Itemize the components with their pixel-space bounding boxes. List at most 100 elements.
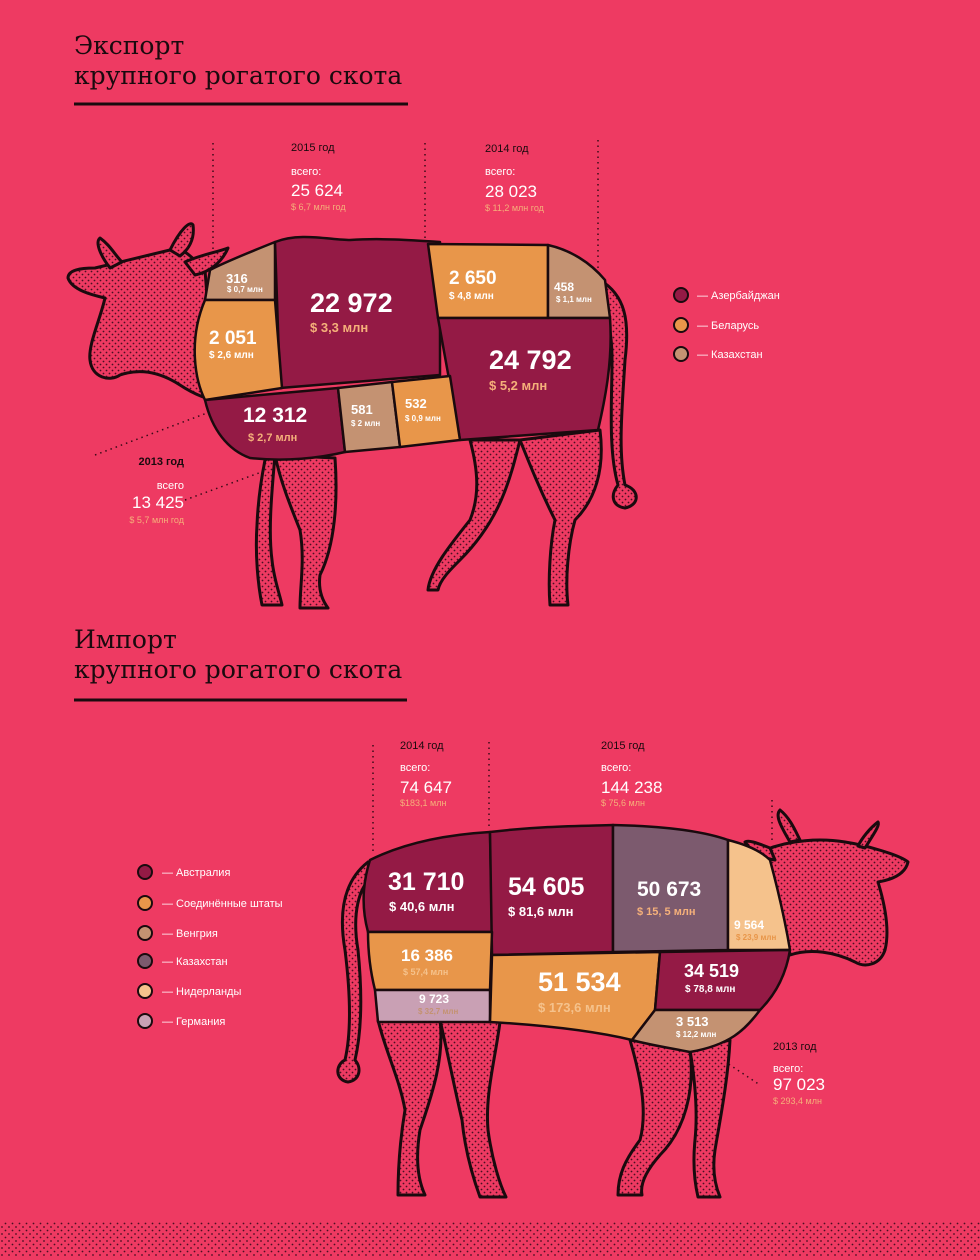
cell-value: 12 312 [243,404,307,427]
total-label: всего: [485,166,515,178]
cell-hungary-3513 [630,1008,762,1054]
legend-item-netherlands: — Нидерланды [137,983,241,999]
cell-value: 16 386 [401,946,453,965]
cell-money: $ 81,6 млн [508,904,573,919]
export-legend: — Азербайджан — Беларусь — Казахстан [673,287,780,362]
legend-swatch [673,346,689,362]
total-money: $ 5,7 млн год [129,515,184,525]
cell-money: $ 3,3 млн [310,320,368,335]
cell-value: 3 513 [676,1014,709,1029]
cell-value: 22 972 [310,288,393,318]
total-money: $ 293,4 млн [773,1096,822,1106]
total-label: всего: [773,1063,803,1075]
import-cell-labels: 31 710 $ 40,6 млн 54 605 $ 81,6 млн 50 6… [388,868,776,1039]
export-2014-summary: 2014 год всего: 28 023 $ 11,2 млн год [485,143,545,213]
legend-item-usa: — Соединённые штаты [137,895,283,911]
legend-label: — Германия [162,1016,225,1028]
cell-money: $ 40,6 млн [389,899,454,914]
export-2015-summary: 2015 год всего: 25 624 $ 6,7 млн год [291,142,346,212]
horn [168,222,195,258]
front-leg [273,453,338,610]
ear [183,246,230,277]
legend-swatch [137,953,153,969]
cell-money: $ 23,9 млн [736,933,776,942]
legend-swatch [137,895,153,911]
import-2015-summary: 2015 год всего: 144 238 $ 75,6 млн [601,740,662,808]
cell-money: $ 0,7 млн [227,285,263,294]
cell-kazakhstan-581 [336,380,402,454]
cell-belarus-2051 [193,298,284,402]
legend-label: — Соединённые штаты [162,898,283,910]
back-leg [426,438,522,592]
cell-money: $ 12,2 млн [676,1030,716,1039]
cell-value: 31 710 [388,868,464,896]
cell-money: $ 2 млн [351,419,380,428]
cell-value: 9 723 [419,992,449,1006]
legend-swatch [673,287,689,303]
total-value: 25 624 [291,181,343,200]
year-label: 2014 год [485,143,529,155]
cell-value: 24 792 [489,345,572,375]
export-title-line2: крупного рогатого скота [74,61,402,90]
tail [593,278,638,510]
legend-swatch [137,1013,153,1029]
cell-money: $ 4,8 млн [449,291,494,302]
cell-money: $ 32,7 млн [418,1007,458,1016]
legend-label: — Казахстан [697,349,763,361]
export-title-line1: Экспорт [74,31,184,60]
back-leg [376,1018,443,1197]
total-money: $ 11,2 млн год [485,203,545,213]
year-label: 2014 год [400,740,444,752]
import-title-line2: крупного рогатого скота [74,655,402,684]
cell-azerbaijan-22972 [273,235,442,390]
cell-value: 2 650 [449,268,497,289]
back-leg [438,1018,508,1199]
total-value: 144 238 [601,778,662,797]
back-leg [518,428,603,607]
total-value: 13 425 [132,493,184,512]
horn [856,820,880,850]
import-2013-summary: 2013 год всего: 97 023 $ 293,4 млн [773,1041,825,1106]
legend-label: — Венгрия [162,928,218,940]
total-money: $ 6,7 млн год [291,202,346,212]
legend-swatch [137,864,153,880]
import-cow [336,808,910,1199]
total-label: всего: [400,762,430,774]
guide-line [714,1054,761,1086]
legend-label: — Нидерланды [162,986,241,998]
total-value: 28 023 [485,182,537,201]
front-leg [688,1038,732,1199]
cell-value: 34 519 [684,961,739,981]
export-cells [193,235,612,461]
legend-label: — Казахстан [162,956,228,968]
year-label: 2015 год [291,142,335,154]
year-label: 2015 год [601,740,645,752]
cell-value: 316 [226,271,248,286]
guide-line [94,409,216,456]
cell-value: 2 051 [209,328,257,349]
total-label: всего: [291,166,321,178]
total-value: 97 023 [773,1075,825,1094]
legend-swatch [673,317,689,333]
legend-swatch [137,983,153,999]
import-title-line1: Импорт [74,625,177,654]
guide-line [184,457,301,501]
total-value: 74 647 [400,778,452,797]
legend-item-belarus: — Беларусь [673,317,759,333]
cell-money: $ 5,2 млн [489,378,547,393]
total-label: всего [157,480,184,492]
legend-label: — Беларусь [697,320,759,332]
cell-value: 51 534 [538,967,621,997]
cell-value: 581 [351,402,373,417]
import-2014-summary: 2014 год всего: 74 647 $183,1 млн [400,740,452,808]
cell-money: $ 0,9 млн [405,414,441,423]
cell-money: $ 2,6 млн [209,350,254,361]
cell-money: $ 78,8 млн [685,984,735,995]
cell-value: 54 605 [508,873,585,901]
tail [336,860,377,1084]
import-cells [362,823,792,1054]
front-leg [254,453,284,607]
bottom-dotted-band [0,1222,980,1256]
